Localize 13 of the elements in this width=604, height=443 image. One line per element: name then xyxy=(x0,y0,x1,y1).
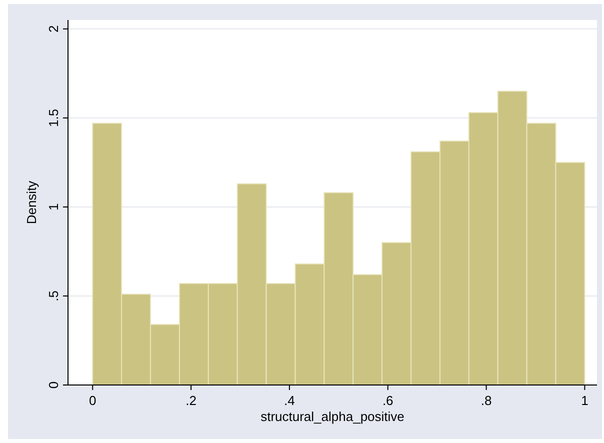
x-tick-label: .4 xyxy=(284,393,295,408)
y-axis-title: Density xyxy=(24,180,39,224)
y-tick-label: 0 xyxy=(46,381,61,389)
x-tick-label: 1 xyxy=(581,393,588,408)
x-tick-label: .6 xyxy=(382,393,394,408)
x-axis-title: structural_alpha_positive xyxy=(260,409,404,424)
x-tick-label: .8 xyxy=(480,393,492,408)
x-tick-label: 0 xyxy=(88,393,96,408)
y-tick-label: 1.5 xyxy=(46,108,61,127)
x-tick-label: .2 xyxy=(186,393,196,408)
y-tick-label: 2 xyxy=(46,25,61,33)
y-tick-label: 1 xyxy=(46,203,61,211)
y-tick-label: .5 xyxy=(46,290,61,302)
